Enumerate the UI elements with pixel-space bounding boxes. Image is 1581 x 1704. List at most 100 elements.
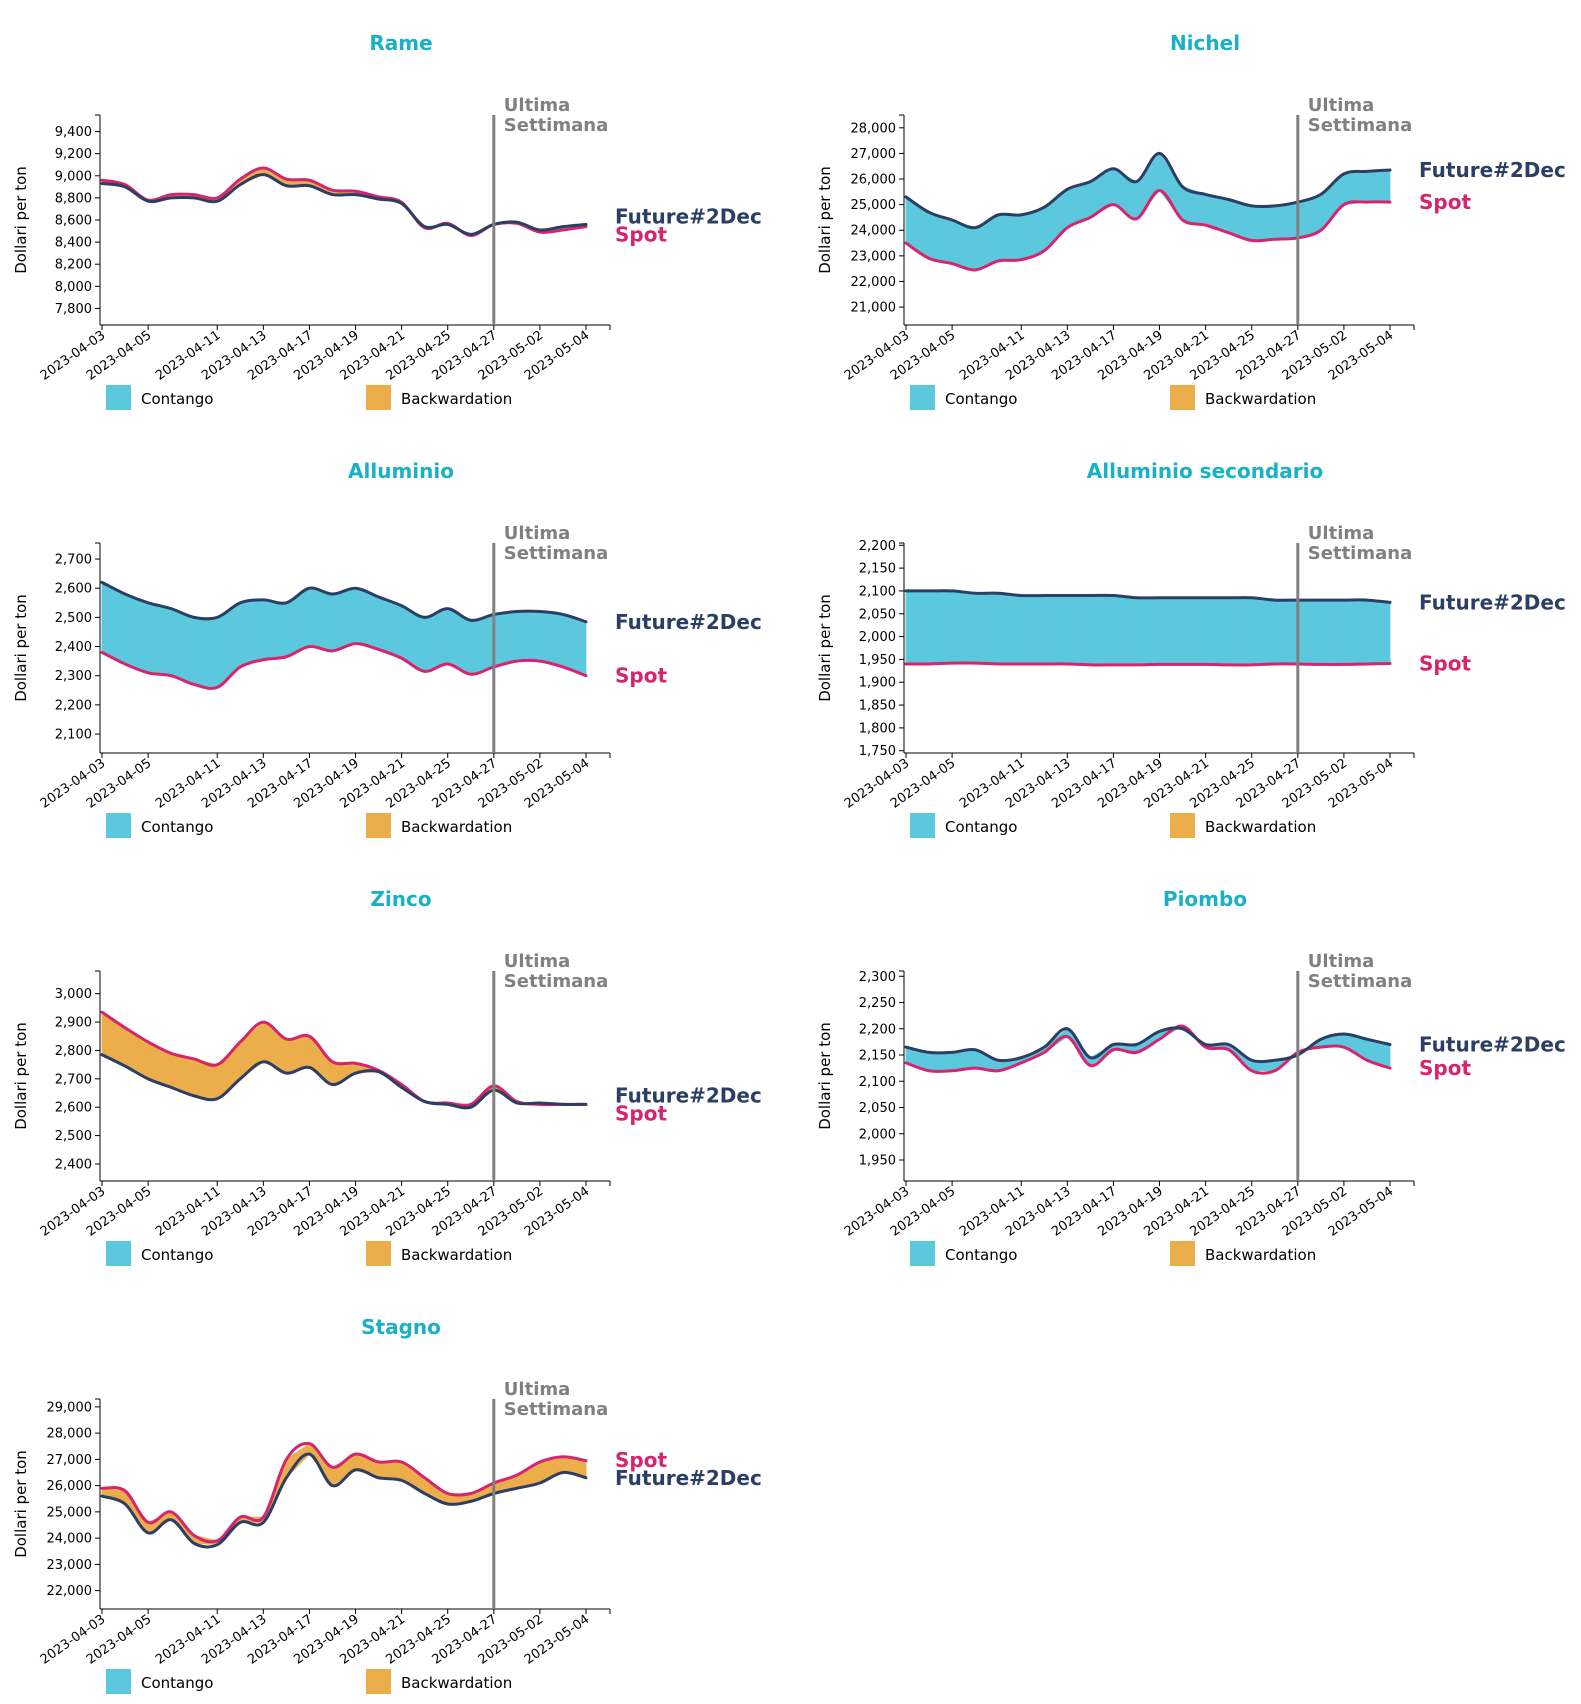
- contango-area: [562, 613, 587, 677]
- contango-area: [539, 611, 564, 668]
- y-tick-label: 9,200: [55, 147, 92, 162]
- contango-area: [928, 1051, 953, 1072]
- last-week-label-line2: Settimana: [1308, 971, 1412, 992]
- contango-area: [1159, 152, 1183, 222]
- y-axis-label: Dollari per ton: [816, 1022, 834, 1130]
- y-tick-label: 1,950: [859, 653, 896, 668]
- legend-contango-swatch: [106, 813, 131, 838]
- last-week-label-line2: Settimana: [504, 1399, 608, 1420]
- spread-area-group: [101, 167, 587, 237]
- chart-panel-0: Rame Dollari per ton 7,800 8,000 8,200 8,400 8…: [12, 31, 762, 410]
- spot-line: [100, 1010, 588, 1107]
- contango-area: [262, 599, 287, 661]
- y-tick-label: 2,150: [859, 1049, 896, 1064]
- last-week-label-line1: Ultima: [1308, 951, 1374, 972]
- future-series-label: Future#2Dec: [615, 205, 762, 229]
- contango-area: [1228, 597, 1253, 666]
- y-tick-label: 2,000: [859, 630, 896, 645]
- y-tick-label: 2,500: [55, 1129, 92, 1144]
- y-tick-label: 2,500: [55, 611, 92, 626]
- chart-panel-6: Stagno Dollari per ton 22,000 23,000 24,000 2…: [12, 1315, 762, 1694]
- future-line: [100, 173, 588, 236]
- legend-contango-label: Contango: [945, 390, 1017, 408]
- contango-area: [1320, 599, 1345, 665]
- chart-panel-1: Nichel Dollari per ton 21,000 22,000 23,000 2…: [816, 31, 1566, 410]
- future-series-label: Future#2Dec: [615, 1083, 762, 1107]
- y-tick-label: 2,900: [55, 1016, 92, 1031]
- y-tick-label: 2,100: [859, 584, 896, 599]
- future-line: [100, 580, 588, 624]
- contango-area: [997, 592, 1022, 665]
- contango-area: [1043, 595, 1068, 665]
- y-tick-label: 8,400: [55, 236, 92, 251]
- last-week-label-line2: Settimana: [504, 543, 608, 564]
- contango-area: [974, 592, 999, 665]
- chart-title: Zinco: [370, 887, 431, 911]
- last-week-label-line2: Settimana: [504, 115, 608, 136]
- last-week-label-line1: Ultima: [504, 523, 570, 544]
- spot-series-label: Spot: [615, 1101, 667, 1125]
- chart-title: Rame: [369, 31, 432, 55]
- legend-backwardation-label: Backwardation: [401, 1246, 512, 1264]
- future-line: [100, 1053, 588, 1110]
- contango-area: [905, 590, 930, 665]
- y-tick-label: 2,050: [859, 607, 896, 622]
- chart-panel-4: Zinco Dollari per ton 2,400 2,500 2,600 2,700…: [12, 887, 762, 1266]
- contango-area: [1020, 595, 1045, 665]
- y-tick-label: 29,000: [47, 1400, 93, 1415]
- y-tick-label: 8,000: [55, 280, 92, 295]
- y-tick-label: 2,200: [859, 1022, 896, 1037]
- contango-area: [1205, 597, 1230, 666]
- y-tick-label: 1,800: [859, 721, 896, 736]
- contango-area: [1274, 201, 1299, 240]
- legend-contango-label: Contango: [141, 390, 213, 408]
- y-tick-label: 21,000: [851, 301, 897, 316]
- y-tick-label: 26,000: [851, 173, 897, 188]
- y-tick-label: 28,000: [851, 121, 897, 136]
- chart-title: Stagno: [361, 1315, 441, 1339]
- legend-contango-label: Contango: [141, 1246, 213, 1264]
- future-series-label: Future#2Dec: [615, 610, 762, 634]
- future-series-label: Future#2Dec: [1419, 1033, 1566, 1057]
- spread-area-group: [101, 581, 587, 689]
- legend-backwardation-label: Backwardation: [401, 1674, 512, 1692]
- contango-area: [1343, 599, 1368, 665]
- future-line: [904, 589, 1392, 604]
- y-tick-label: 7,800: [55, 302, 92, 317]
- future-line: [904, 151, 1392, 230]
- contango-area: [928, 590, 953, 665]
- legend-backwardation-label: Backwardation: [1205, 818, 1316, 836]
- y-tick-label: 23,000: [851, 249, 897, 264]
- y-tick-label: 8,200: [55, 258, 92, 273]
- spread-area-group: [905, 590, 1391, 666]
- future-line: [100, 1452, 588, 1549]
- spot-line: [904, 661, 1392, 667]
- chart-title: Alluminio: [348, 459, 454, 483]
- contango-area: [1297, 599, 1322, 665]
- y-tick-label: 1,900: [859, 676, 896, 691]
- legend-contango-label: Contango: [141, 1674, 213, 1692]
- legend-contango-swatch: [106, 1241, 131, 1266]
- y-tick-label: 25,000: [47, 1505, 93, 1520]
- y-tick-label: 2,600: [55, 1101, 92, 1116]
- contango-area: [470, 613, 495, 675]
- y-tick-label: 2,600: [55, 582, 92, 597]
- chart-title: Nichel: [1170, 31, 1240, 55]
- contango-area: [332, 587, 356, 652]
- y-tick-label: 2,100: [55, 728, 92, 743]
- spot-line: [904, 189, 1392, 272]
- y-tick-label: 22,000: [47, 1584, 93, 1599]
- spot-series-label: Spot: [1419, 1056, 1471, 1080]
- legend-contango-swatch: [106, 385, 131, 410]
- last-week-label-line1: Ultima: [1308, 523, 1374, 544]
- y-tick-label: 2,700: [55, 553, 92, 568]
- y-tick-label: 28,000: [47, 1427, 93, 1442]
- contango-area: [1113, 595, 1137, 666]
- y-tick-label: 2,300: [859, 970, 896, 985]
- y-tick-label: 2,100: [859, 1075, 896, 1090]
- contango-area: [101, 581, 126, 665]
- spot-line: [100, 642, 588, 690]
- y-axis-label: Dollari per ton: [12, 1022, 30, 1130]
- contango-area: [124, 593, 149, 674]
- y-tick-label: 27,000: [47, 1453, 93, 1468]
